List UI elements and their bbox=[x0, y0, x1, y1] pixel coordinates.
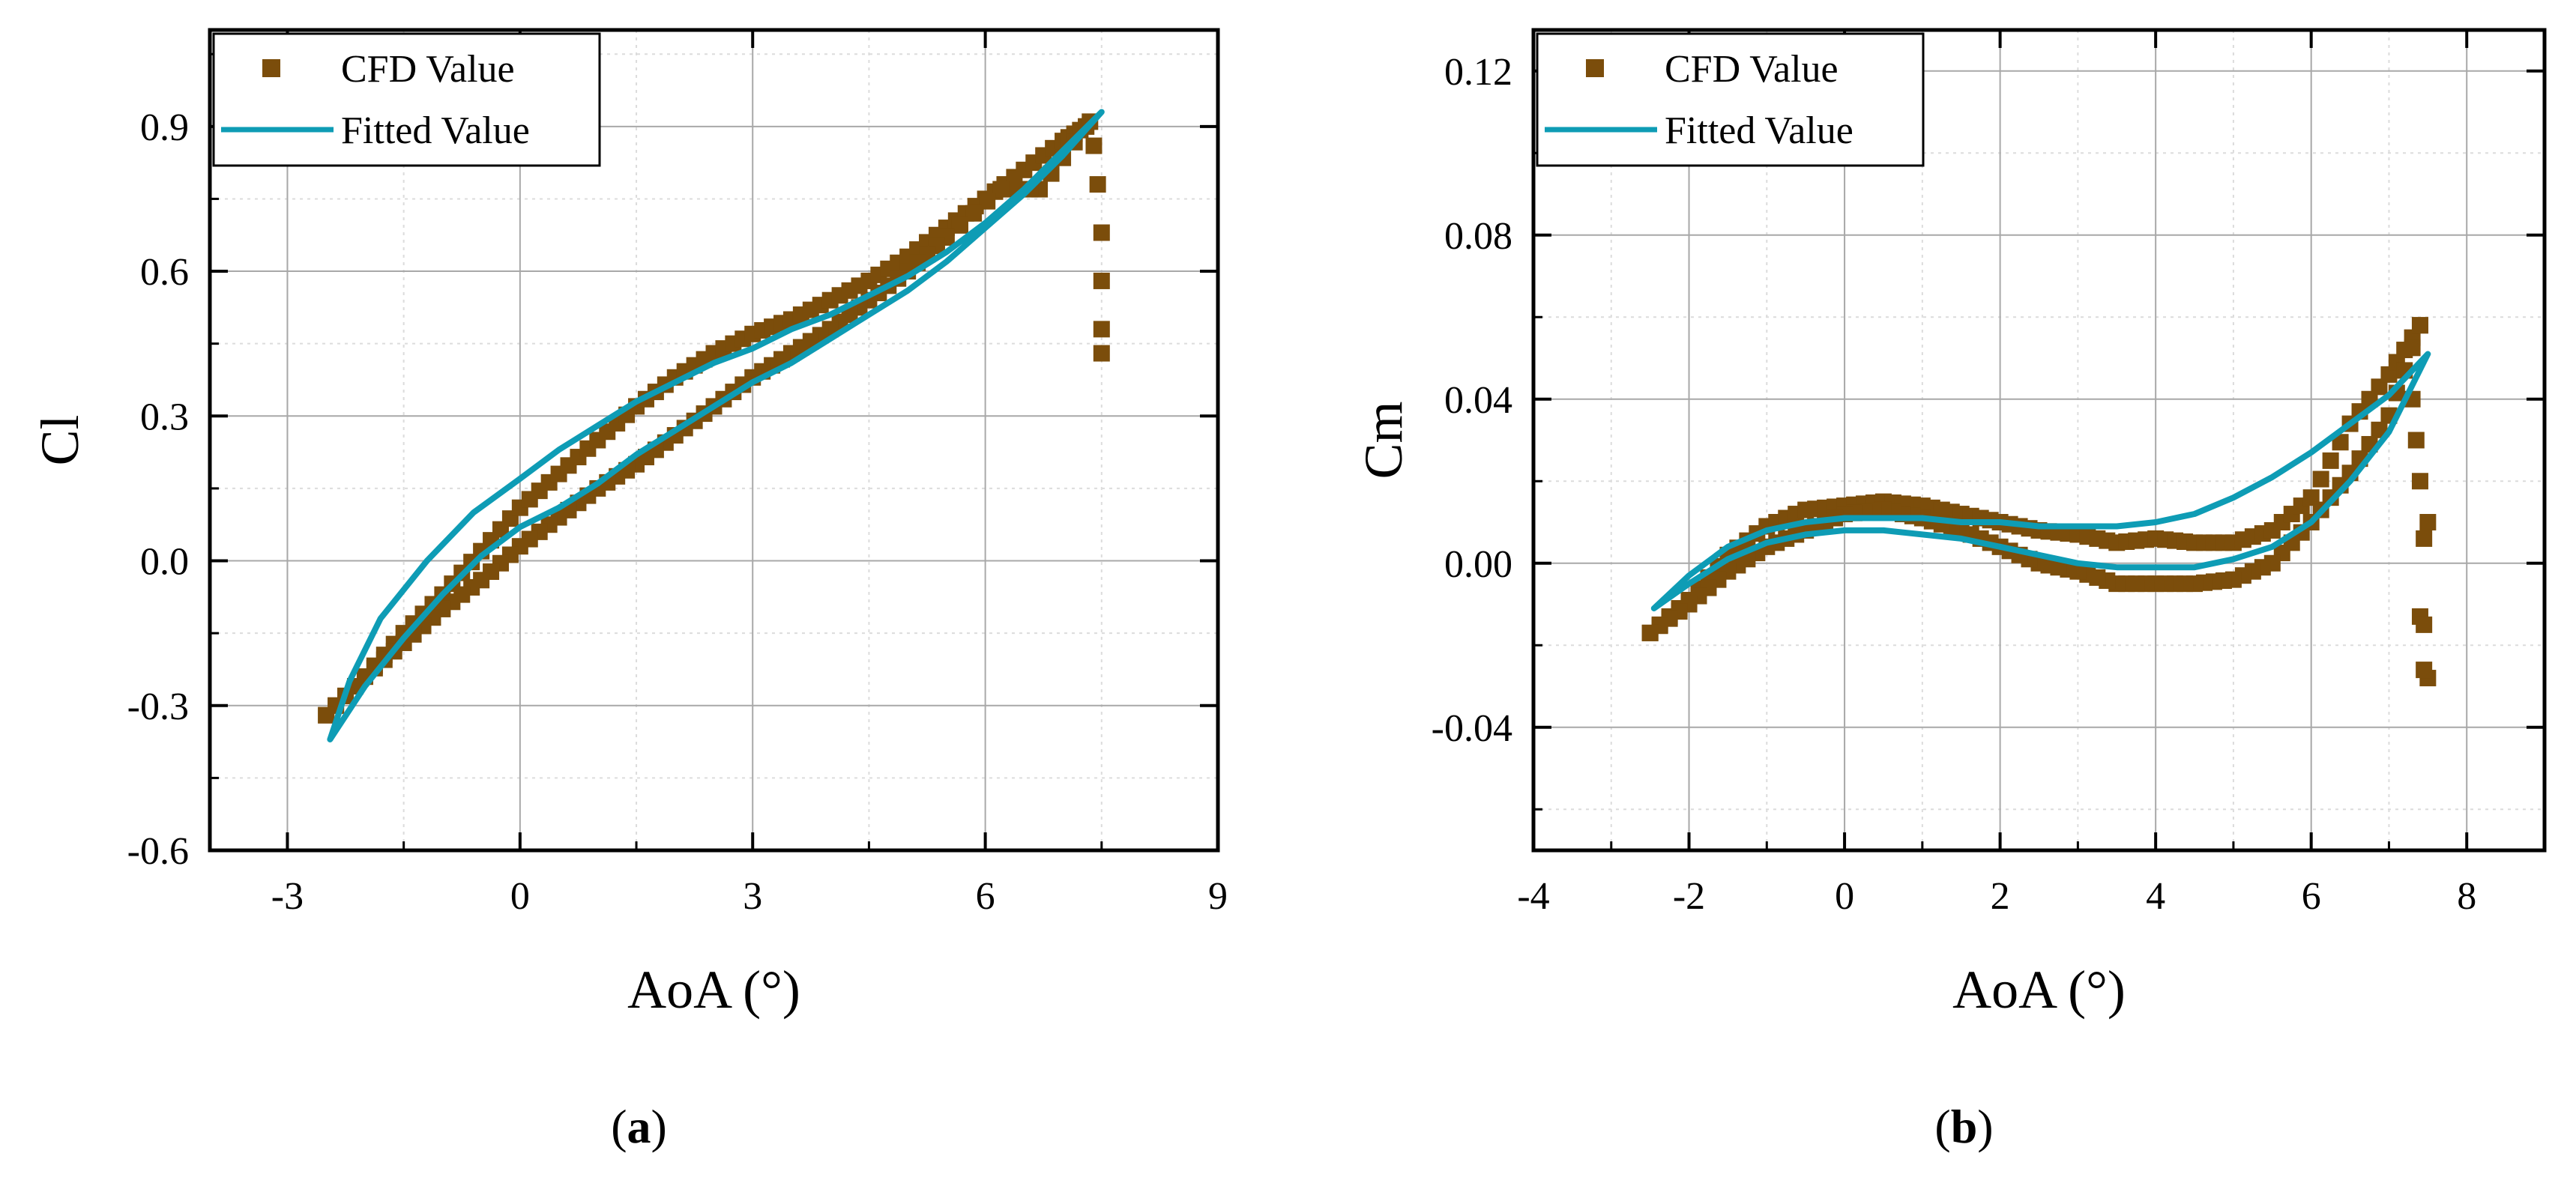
cfd-point bbox=[1085, 137, 1103, 154]
cfd-point bbox=[2332, 434, 2349, 451]
x-tick-label: -3 bbox=[271, 875, 304, 918]
chart-b-y-axis-title: Cm bbox=[1354, 401, 1414, 479]
cfd-point bbox=[318, 706, 335, 724]
chart-a-panel-label-open: ( bbox=[611, 1100, 627, 1153]
x-tick-label: 0 bbox=[1835, 875, 1854, 918]
x-tick-label: -2 bbox=[1673, 875, 1705, 918]
cfd-point bbox=[1093, 224, 1110, 241]
chart-a-legend-cfd-label: CFD Value bbox=[341, 48, 515, 91]
x-tick-label: 4 bbox=[2146, 875, 2165, 918]
chart-a-x-axis-title: AoA (°) bbox=[627, 960, 800, 1020]
x-tick-label: 8 bbox=[2457, 875, 2476, 918]
y-tick-label: 0.08 bbox=[1444, 215, 1512, 258]
fitted-curve bbox=[327, 109, 1105, 742]
cfd-point bbox=[1089, 176, 1106, 193]
chart-b-panel-label-letter: b bbox=[1951, 1100, 1978, 1153]
cfd-point bbox=[2404, 339, 2421, 357]
cfd-point bbox=[1093, 272, 1110, 289]
x-tick-label: 2 bbox=[1991, 875, 2010, 918]
x-tick-label: 6 bbox=[2302, 875, 2321, 918]
chart-b-panel-label-open: ( bbox=[1934, 1100, 1950, 1153]
chart-a-minor-grid bbox=[210, 30, 1218, 850]
cfd-point bbox=[2371, 421, 2388, 438]
chart-a-ticks: -3 0 3 6 9 -0.6 -0.3 0.0 0.3 0.6 0.9 bbox=[127, 30, 1228, 918]
cfd-point bbox=[1641, 624, 1659, 641]
y-tick-label: -0.6 bbox=[127, 830, 189, 873]
chart-a-panel-label: (a) bbox=[611, 1100, 667, 1153]
cfd-point bbox=[979, 193, 996, 210]
chart-b-x-axis-title: AoA (°) bbox=[1952, 960, 2126, 1020]
y-tick-label: 0.9 bbox=[140, 106, 189, 149]
x-tick-label: 3 bbox=[743, 875, 762, 918]
chart-b-series bbox=[1641, 317, 2437, 687]
x-tick-label: 9 bbox=[1208, 875, 1228, 918]
y-tick-label: 0.3 bbox=[140, 396, 189, 438]
cfd-point bbox=[2416, 616, 2433, 633]
chart-b-ticks: -4 -2 0 2 4 6 8 -0.04 0.00 0.04 0.08 0.12 bbox=[1432, 30, 2546, 918]
cfd-point bbox=[2416, 662, 2433, 679]
y-tick-label: 0.0 bbox=[140, 541, 189, 584]
chart-a-legend-box bbox=[212, 32, 601, 167]
cfd-point bbox=[951, 217, 968, 234]
cfd-point bbox=[1093, 345, 1110, 362]
y-tick-label: 0.00 bbox=[1444, 543, 1512, 586]
cfd-point bbox=[992, 181, 1010, 198]
chart-a: -3 0 3 6 9 -0.6 -0.3 0.0 0.3 0.6 0.9 CFD Value Fit… bbox=[30, 28, 1228, 1153]
fitted-curve bbox=[1650, 351, 2431, 611]
cfd-point bbox=[2416, 530, 2433, 547]
x-tick-label: 0 bbox=[510, 875, 530, 918]
y-tick-label: -0.3 bbox=[127, 686, 189, 728]
chart-a-series bbox=[318, 109, 1110, 742]
cfd-point bbox=[2407, 432, 2425, 449]
chart-b-panel-label-close: ) bbox=[1977, 1100, 1993, 1153]
cfd-point bbox=[2411, 317, 2428, 334]
cfd-point bbox=[965, 205, 983, 222]
chart-b-plot-frame bbox=[1531, 28, 2547, 853]
y-tick-label: 0.6 bbox=[140, 251, 189, 294]
chart-b-legend: CFD Value Fitted Value bbox=[1536, 32, 1925, 167]
chart-b-legend-cfd-marker bbox=[1586, 59, 1604, 77]
chart-a-legend-fitted-label: Fitted Value bbox=[341, 109, 530, 152]
y-tick-label: -0.04 bbox=[1432, 707, 1512, 750]
chart-a-legend: CFD Value Fitted Value bbox=[212, 32, 601, 167]
cfd-point bbox=[2419, 514, 2437, 530]
cfd-point bbox=[2322, 452, 2339, 469]
chart-b-legend-fitted-label: Fitted Value bbox=[1665, 109, 1853, 152]
y-tick-label: 0.04 bbox=[1444, 379, 1512, 422]
y-tick-label: 0.12 bbox=[1444, 51, 1512, 94]
cfd-point bbox=[1093, 321, 1110, 338]
chart-b: -4 -2 0 2 4 6 8 -0.04 0.00 0.04 0.08 0.12 CFD Value… bbox=[1354, 28, 2547, 1153]
chart-a-panel-label-close: ) bbox=[651, 1100, 667, 1153]
chart-b-legend-box bbox=[1536, 32, 1925, 167]
chart-a-panel-label-letter: a bbox=[627, 1100, 651, 1153]
x-tick-label: 6 bbox=[976, 875, 995, 918]
chart-a-y-axis-title: Cl bbox=[30, 414, 90, 465]
chart-b-legend-cfd-label: CFD Value bbox=[1665, 48, 1839, 91]
x-tick-label: -4 bbox=[1517, 875, 1549, 918]
chart-a-plot-frame bbox=[208, 28, 1220, 853]
chart-a-legend-cfd-marker bbox=[262, 59, 280, 77]
chart-b-panel-label: (b) bbox=[1934, 1100, 1993, 1153]
cfd-point bbox=[2312, 471, 2329, 488]
cfd-point bbox=[2411, 473, 2428, 490]
